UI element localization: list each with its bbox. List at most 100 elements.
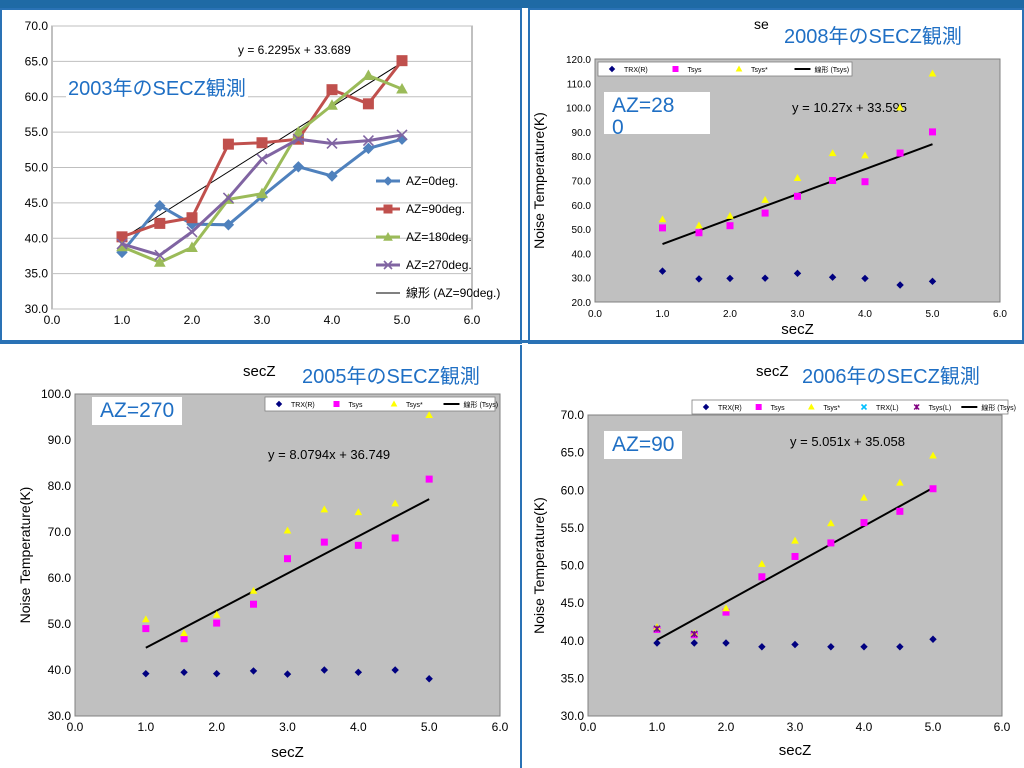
c2003-point-2-1 (153, 256, 166, 267)
c2008-point-1-6 (861, 178, 869, 186)
c2005-series-0 (142, 666, 433, 683)
c2006-xtick-2: 2.0 (718, 720, 735, 734)
c2003-point-3-0 (116, 238, 128, 250)
c2008-point-2-0 (658, 215, 667, 223)
c2006-legend-marker-3-b (860, 403, 868, 411)
c2006-legend-marker-1 (755, 404, 762, 410)
c2003-point-0-5 (292, 161, 305, 173)
c2008-point-1-3 (761, 209, 769, 217)
c2006-point-4-1 (690, 630, 698, 638)
c2003-legend-marker-0 (383, 176, 393, 186)
c2003-point-3-7 (362, 135, 374, 147)
c2003-point-3-8-b (396, 129, 408, 141)
c2006-legend-marker-3 (860, 403, 868, 411)
c2005-ytick-5: 80.0 (48, 479, 72, 493)
c2003-legend-marker-3-b (383, 260, 393, 270)
c2003-point-2-8 (396, 82, 408, 94)
c2008-ytick-9: 110.0 (567, 79, 592, 90)
c2003-xtick-1: 1.0 (114, 313, 131, 327)
c2008-point-2-1 (695, 221, 703, 229)
c2006-ytick-6: 60.0 (561, 483, 585, 497)
c2006-xtick-6: 6.0 (994, 720, 1011, 734)
c2006-point-1-6 (860, 519, 868, 527)
c2003-point-1-6 (326, 84, 338, 96)
c2005-point-0-6 (354, 668, 363, 677)
az-label-2008: AZ=28 0 (604, 92, 710, 139)
c2008-legend-marker-1 (672, 66, 679, 72)
c2005-ytick-7: 100.0 (41, 387, 71, 401)
c2003-legend-marker-1 (383, 204, 393, 214)
c2006-point-0-5 (827, 643, 835, 651)
c2008-point-0-3 (761, 274, 769, 282)
c2005-point-2-1 (180, 629, 188, 637)
c2005-series-2 (141, 411, 434, 637)
c2008-ytick-1: 30.0 (572, 274, 592, 285)
c2005-xtick-1: 1.0 (137, 720, 154, 734)
c2005-ytick-3: 60.0 (48, 571, 72, 585)
c2003-legend-label-1: AZ=90deg. (406, 202, 465, 216)
c2008-ytick-4: 60.0 (572, 201, 592, 212)
c2005-point-0-5 (320, 666, 329, 674)
c2005-xtick-3: 3.0 (279, 720, 296, 734)
c2008-point-2-5 (828, 149, 837, 157)
c2006-point-0-2 (722, 639, 730, 647)
c2005-legend-marker-0 (275, 400, 283, 408)
c2005-legend-marker-2 (390, 400, 398, 407)
c2008-ytick-10: 120.0 (566, 55, 591, 66)
c2005-point-0-8 (425, 675, 433, 683)
c2006-trend-equation: y = 5.051x + 35.058 (790, 434, 905, 449)
panel-title-2005: 2005年のSECZ観測 (300, 360, 482, 389)
c2008-ytick-7: 90.0 (572, 128, 592, 139)
c2008-xtick-3: 3.0 (791, 309, 805, 320)
c2005-point-1-3 (250, 600, 257, 608)
c2003-point-0-3 (222, 219, 235, 231)
c2008-legend-label-3: 線形 (Tsys) (815, 65, 850, 74)
c2005-point-1-1 (180, 635, 188, 643)
c2006-xtick-3: 3.0 (787, 720, 804, 734)
c2006-series-0 (653, 635, 937, 651)
c2006-point-4-0 (653, 625, 661, 633)
c2008-point-0-6 (861, 274, 869, 283)
c2003-xtick-2: 2.0 (184, 313, 201, 327)
c2008-point-1-8 (929, 128, 936, 136)
c2003-ytick-5: 55.0 (25, 125, 49, 139)
c2003-point-1-2 (186, 212, 198, 224)
c2005-point-0-3 (249, 667, 258, 675)
c2006-xtick-4: 4.0 (856, 720, 873, 734)
chart-panel-2008: 20.0 30.0 40.0 50.0 60.0 70.0 80.0 90.0 100.0 110… (528, 8, 1024, 344)
az-label-2005: AZ=270 (92, 397, 183, 425)
c2006-xlabel: secZ (779, 742, 812, 759)
panel-2005-secz-label: secZ (243, 363, 276, 380)
c2008-series-0 (658, 267, 937, 289)
c2008-series-2 (658, 69, 937, 229)
c2006-ytick-3: 45.0 (561, 596, 585, 610)
c2003-point-0-7 (362, 142, 375, 155)
c2003-point-3-6 (326, 137, 338, 150)
c2005-point-2-5 (320, 505, 329, 513)
c2003-legend-label-2: AZ=180deg. (406, 230, 472, 244)
c2003-point-3-6-b (326, 137, 338, 150)
c2008-point-1-4 (794, 192, 801, 200)
c2005-ytick-1: 40.0 (48, 663, 72, 677)
c2005-legend-box (264, 396, 496, 412)
c2003-point-1-1 (154, 217, 166, 229)
c2008-point-0-2 (726, 274, 734, 283)
c2005-xtick-4: 4.0 (350, 720, 367, 734)
c2008-point-2-3 (761, 195, 769, 203)
c2006-legend-label-0: TRX(R) (718, 405, 742, 412)
c2003-xtick-5: 5.0 (394, 313, 411, 327)
chart-panel-2005: 30.0 40.0 50.0 60.0 70.0 80.0 90.0 100.0 0.0 1.0 2… (0, 345, 520, 768)
c2005-point-0-2 (212, 669, 221, 678)
c2006-ytick-0: 30.0 (561, 709, 585, 723)
c2006-legend-label-5: 線形 (Tsys) (981, 403, 1016, 412)
c2006-point-2-2 (722, 604, 730, 612)
c2008-legend-label-2: Tsys* (751, 67, 768, 74)
c2008-xtick-0: 0.0 (588, 309, 602, 320)
c2003-xtick-3: 3.0 (254, 313, 271, 327)
c2005-xtick-6: 6.0 (492, 720, 509, 734)
chart-panel-2003: 30.0 35.0 40.0 45.0 50.0 55.0 60.0 65.0 70.0 0.0 1… (0, 8, 522, 344)
c2005-legend-label-1: Tsys (349, 402, 364, 409)
c2003-point-3-3 (222, 192, 234, 204)
c2005-point-2-6 (354, 508, 363, 516)
c2006-xtick-5: 5.0 (925, 720, 942, 734)
